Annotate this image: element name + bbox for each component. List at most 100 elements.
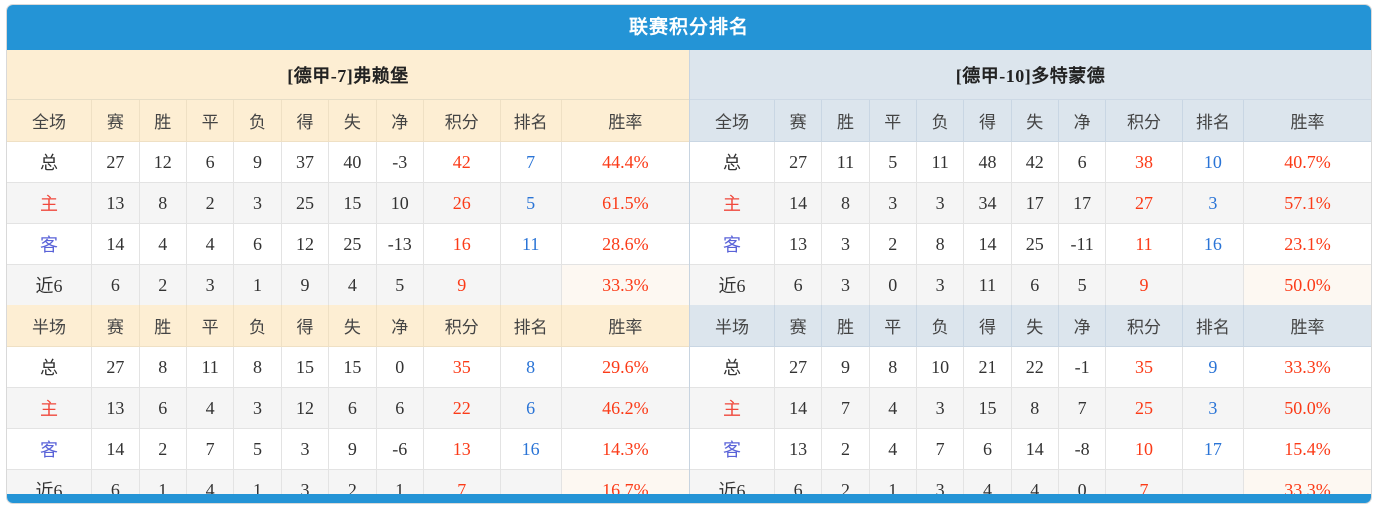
row-label: 近6 [7,264,93,305]
table-row[interactable]: 客 14 2 7 5 3 9 -6 13 16 14.3% [7,428,689,470]
table-row[interactable]: 主 13 8 2 3 25 15 10 26 5 61.5% [7,182,689,224]
cell-gd: -11 [1058,223,1107,265]
cell-win: 12 [139,141,187,183]
row-label: 近6 [690,264,775,305]
cell-gf: 37 [281,141,330,183]
column-header: 失 [1011,99,1059,142]
column-header: 积分 [423,99,501,142]
column-header: 失 [1011,305,1059,347]
cell-rank: 17 [1182,428,1244,470]
cell-win: 2 [139,428,187,470]
cell-played: 27 [91,346,140,388]
column-header: 平 [869,99,917,142]
table-row[interactable]: 总 27 11 5 11 48 42 6 38 10 40.7% [690,141,1371,183]
cell-ga: 4 [328,264,377,305]
table-row[interactable]: 主 14 8 3 3 34 17 17 27 3 57.1% [690,182,1371,224]
cell-gd: -13 [376,223,424,265]
cell-gd: 7 [1058,387,1107,429]
bottom-accent-bar [7,494,1371,503]
cell-ga: 22 [1011,346,1059,388]
cell-draw: 3 [869,182,917,224]
row-label: 主 [690,387,775,429]
cell-winrate: 40.7% [1243,141,1371,183]
standings-table: [德甲-7]弗赖堡 全场赛胜平负得失净积分 排名 胜率总 27 12 6 9 37 40 -3 42 7… [7,50,689,305]
cell-played: 14 [91,223,140,265]
cell-points: 9 [1105,264,1183,305]
row-label: 客 [690,223,775,265]
cell-draw: 2 [186,182,235,224]
column-header: 净 [376,305,424,347]
row-label: 总 [690,141,775,183]
cell-gf: 3 [281,428,330,470]
cell-played: 14 [91,428,140,470]
cell-ga: 40 [328,141,377,183]
cell-draw: 7 [186,428,235,470]
section-label: 半场 [690,305,775,347]
row-label: 客 [7,223,93,265]
table-row[interactable]: 总 27 9 8 10 21 22 -1 35 9 33.3% [690,346,1371,388]
column-header: 胜 [139,99,187,142]
cell-lose: 7 [916,428,965,470]
cell-rank: 6 [500,387,562,429]
team-panel-away: [德甲-10]多特蒙德 全场赛胜平负得失净积分 排名 胜率总 27 11 5 11 48 42 6 3… [689,50,1371,503]
table-row[interactable]: 主 13 6 4 3 12 6 6 22 6 46.2% [7,387,689,429]
cell-gf: 6 [963,428,1012,470]
cell-points: 38 [1105,141,1183,183]
column-header: 失 [328,305,377,347]
cell-winrate: 15.4% [1243,428,1371,470]
cell-gf: 48 [963,141,1012,183]
cell-win: 7 [821,387,870,429]
column-header-row: 全场赛胜平负得失净积分 排名 胜率 [690,99,1371,142]
table-row[interactable]: 近6 6 3 0 3 11 6 5 9 50.0% [690,264,1371,305]
cell-gf: 34 [963,182,1012,224]
cell-lose: 8 [233,346,282,388]
table-row[interactable]: 主 14 7 4 3 15 8 7 25 3 50.0% [690,387,1371,429]
cell-ga: 42 [1011,141,1059,183]
cell-lose: 3 [233,182,282,224]
cell-win: 6 [139,387,187,429]
cell-winrate: 61.5% [561,182,689,224]
column-header: 平 [869,305,917,347]
cell-gd: 5 [376,264,424,305]
cell-points: 10 [1105,428,1183,470]
cell-win: 2 [139,264,187,305]
cell-points: 13 [423,428,501,470]
cell-gf: 14 [963,223,1012,265]
cell-rank: 7 [500,141,562,183]
column-header: 负 [233,99,282,142]
cell-played: 13 [774,428,823,470]
cell-win: 2 [821,428,870,470]
cell-lose: 11 [916,141,965,183]
cell-winrate: 50.0% [1243,387,1371,429]
table-row[interactable]: 客 14 4 4 6 12 25 -13 16 11 28.6% [7,223,689,265]
table-row[interactable]: 近6 6 2 3 1 9 4 5 9 33.3% [7,264,689,305]
standings-panels: [德甲-7]弗赖堡 全场赛胜平负得失净积分 排名 胜率总 27 12 6 9 37 40 -3 42 7… [7,50,1371,503]
cell-rank: 11 [500,223,562,265]
cell-winrate: 14.3% [561,428,689,470]
table-row[interactable]: 总 27 8 11 8 15 15 0 35 8 29.6% [7,346,689,388]
cell-gf: 12 [281,223,330,265]
cell-gf: 15 [963,387,1012,429]
column-header: 负 [916,305,965,347]
column-header: 赛 [91,99,140,142]
cell-ga: 17 [1011,182,1059,224]
cell-gf: 21 [963,346,1012,388]
cell-draw: 4 [186,387,235,429]
column-header: 负 [916,99,965,142]
section-label: 半场 [7,305,93,347]
column-header: 得 [281,305,330,347]
cell-gd: 5 [1058,264,1107,305]
table-row[interactable]: 总 27 12 6 9 37 40 -3 42 7 44.4% [7,141,689,183]
table-row[interactable]: 客 13 2 4 7 6 14 -8 10 17 15.4% [690,428,1371,470]
table-row[interactable]: 客 13 3 2 8 14 25 -11 11 16 23.1% [690,223,1371,265]
column-header: 失 [328,99,377,142]
cell-lose: 6 [233,223,282,265]
cell-draw: 2 [869,223,917,265]
team-panel-home: [德甲-7]弗赖堡 全场赛胜平负得失净积分 排名 胜率总 27 12 6 9 37 40 -3 42 7… [7,50,689,503]
cell-win: 8 [139,182,187,224]
cell-draw: 4 [869,428,917,470]
cell-points: 11 [1105,223,1183,265]
column-header: 积分 [1105,99,1183,142]
cell-gd: 6 [376,387,424,429]
